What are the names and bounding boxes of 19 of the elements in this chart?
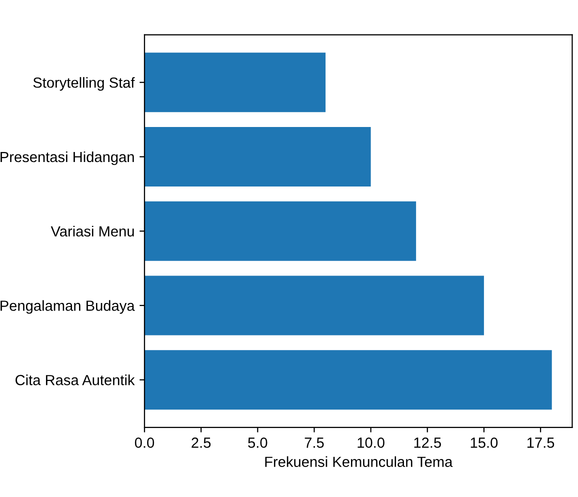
y-tick-label: Cita Rasa Autentik [16, 374, 135, 386]
bar [144, 52, 326, 112]
y-tick-label: Storytelling Staf [33, 77, 135, 91]
y-tick-label: Presentasi Hidangan [0, 151, 134, 166]
x-tick-label: 5.0 [248, 438, 268, 448]
x-tick-label: 2.5 [192, 438, 211, 448]
x-tick-label: 12.5 [414, 438, 441, 448]
x-tick-label: 17.5 [527, 438, 554, 448]
y-tick-label: Variasi Menu [50, 226, 134, 237]
bar [144, 127, 371, 186]
x-tick-label: 15.0 [470, 438, 498, 448]
x-tick-label: 0.0 [134, 438, 154, 448]
x-tick-label: 10.0 [358, 438, 384, 448]
y-tick-label: Pengalaman Budaya [0, 300, 135, 314]
bar [144, 276, 484, 336]
x-axis-title: Frekuensi Kemunculan Tema [265, 456, 453, 468]
x-tick-label: 7.5 [304, 438, 324, 448]
bar [144, 350, 552, 410]
bar [144, 201, 416, 261]
